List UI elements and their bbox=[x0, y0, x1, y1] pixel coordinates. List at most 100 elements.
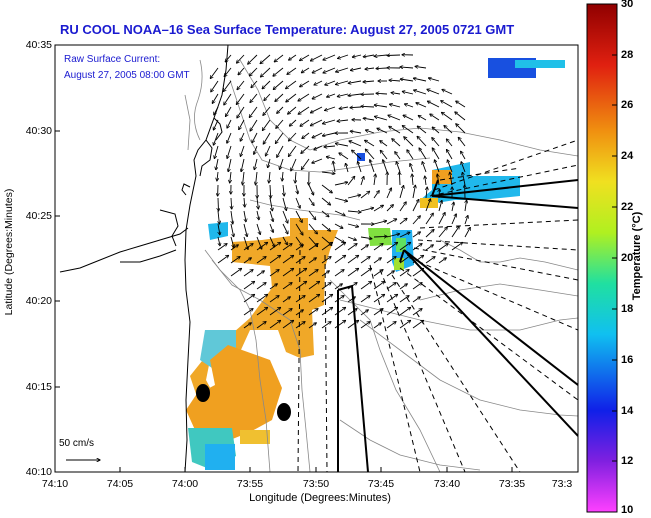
current-vector bbox=[243, 244, 253, 251]
current-vector bbox=[301, 145, 310, 153]
current-vector bbox=[236, 93, 245, 105]
current-vector bbox=[334, 296, 344, 303]
x-tick-label: 74:10 bbox=[41, 478, 69, 490]
current-vector bbox=[400, 79, 414, 82]
x-tick-label: 74:05 bbox=[106, 478, 134, 490]
current-vector bbox=[374, 105, 388, 108]
current-vector bbox=[347, 236, 356, 240]
current-vector bbox=[216, 158, 219, 170]
current-vector bbox=[282, 171, 283, 181]
current-vector bbox=[461, 151, 466, 160]
current-vector bbox=[323, 119, 336, 124]
current-vector bbox=[334, 182, 348, 186]
current-vector bbox=[456, 101, 466, 108]
current-vector bbox=[348, 94, 362, 96]
x-tick-label: 73:40 bbox=[433, 478, 461, 490]
current-vector bbox=[428, 78, 440, 82]
current-vector bbox=[360, 208, 374, 212]
current-vector bbox=[244, 197, 245, 207]
current-vector bbox=[432, 148, 440, 160]
current-vector bbox=[243, 281, 255, 290]
current-vector bbox=[277, 145, 284, 157]
current-vector bbox=[282, 268, 294, 277]
current-vector bbox=[295, 257, 305, 264]
current-vector bbox=[427, 101, 440, 108]
current-vector bbox=[254, 158, 258, 170]
current-vector bbox=[438, 227, 447, 238]
current-vector bbox=[425, 230, 434, 238]
current-vector bbox=[437, 174, 439, 186]
current-vector bbox=[269, 242, 281, 251]
current-vector bbox=[373, 236, 387, 237]
current-vector bbox=[302, 132, 310, 139]
current-vector bbox=[350, 67, 362, 70]
current-vector bbox=[347, 176, 355, 186]
current-vector bbox=[346, 163, 349, 173]
current-vector bbox=[446, 139, 453, 147]
current-vector bbox=[425, 257, 435, 264]
current-vector bbox=[321, 197, 331, 205]
current-vector bbox=[447, 160, 453, 173]
current-vector bbox=[256, 283, 266, 290]
current-vector bbox=[321, 257, 331, 264]
current-vector bbox=[223, 80, 232, 92]
current-vector bbox=[295, 223, 303, 235]
current-vector bbox=[360, 322, 370, 329]
current-vector bbox=[295, 210, 302, 222]
colorbar-tick-label: 10 bbox=[621, 504, 634, 516]
current-vector bbox=[412, 297, 420, 303]
current-vector bbox=[230, 245, 238, 251]
current-vector bbox=[334, 242, 346, 251]
current-vector bbox=[252, 132, 258, 143]
current-vector bbox=[350, 131, 362, 134]
current-vector bbox=[282, 210, 288, 223]
current-vector bbox=[256, 223, 260, 235]
current-vector bbox=[287, 67, 297, 74]
current-vector bbox=[438, 258, 446, 264]
current-vector bbox=[282, 244, 292, 251]
current-vector bbox=[308, 210, 316, 220]
current-vector bbox=[412, 199, 419, 212]
current-vector bbox=[321, 307, 333, 316]
current-vector bbox=[451, 242, 463, 251]
current-vector bbox=[243, 171, 245, 185]
current-vector bbox=[256, 294, 268, 303]
current-vector bbox=[295, 268, 307, 277]
current-vector bbox=[399, 255, 411, 264]
current-vector bbox=[289, 132, 297, 141]
current-vector bbox=[365, 149, 375, 160]
current-vector bbox=[377, 128, 388, 134]
current-vector bbox=[282, 236, 287, 245]
current-vector bbox=[263, 106, 271, 115]
current-vector bbox=[410, 164, 414, 173]
current-vector bbox=[282, 283, 292, 290]
current-vector bbox=[412, 320, 424, 329]
current-vector bbox=[256, 322, 266, 329]
x-tick-label: 73:35 bbox=[498, 478, 526, 490]
current-vector bbox=[347, 255, 359, 264]
current-vector bbox=[338, 54, 349, 59]
current-vector bbox=[464, 227, 470, 238]
bathymetry-contours bbox=[184, 59, 578, 472]
current-vector bbox=[360, 268, 372, 277]
current-vector bbox=[347, 320, 359, 329]
current-vector bbox=[430, 114, 440, 121]
current-vector bbox=[334, 236, 344, 243]
current-vector bbox=[254, 145, 258, 154]
colorbar-tick-label: 14 bbox=[621, 405, 634, 417]
current-vector bbox=[386, 271, 394, 277]
current-vector bbox=[347, 244, 357, 251]
current-vector bbox=[286, 93, 297, 102]
current-vector bbox=[360, 176, 364, 186]
current-vector bbox=[291, 158, 297, 171]
current-vector bbox=[323, 67, 336, 73]
current-vector bbox=[376, 68, 388, 69]
current-vector bbox=[415, 66, 427, 68]
current-vector bbox=[295, 296, 305, 303]
current-vector bbox=[243, 270, 253, 277]
current-vector bbox=[269, 197, 272, 211]
x-axis-label: Longitude (Degrees:Minutes) bbox=[249, 492, 391, 504]
current-vector bbox=[326, 157, 336, 160]
current-vector bbox=[260, 54, 271, 64]
